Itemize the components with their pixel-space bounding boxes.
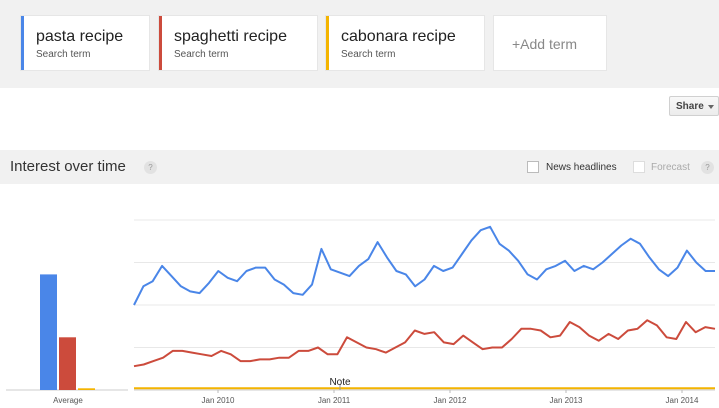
news-headlines-checkbox[interactable] — [527, 161, 539, 173]
term-subtitle: Search term — [36, 49, 91, 60]
search-term-card-spaghetti[interactable]: spaghetti recipe Search term — [158, 15, 318, 71]
help-icon[interactable]: ? — [144, 161, 157, 174]
x-tick-label: Jan 2013 — [550, 396, 583, 405]
term-color-stripe — [159, 16, 162, 70]
term-color-stripe — [21, 16, 24, 70]
search-term-card-cabonara[interactable]: cabonara recipe Search term — [325, 15, 485, 71]
term-color-stripe — [326, 16, 329, 70]
note-label: Note — [329, 377, 351, 388]
average-bar-0 — [40, 274, 57, 390]
search-term-card-pasta[interactable]: pasta recipe Search term — [20, 15, 150, 71]
section-title: Interest over time — [10, 158, 126, 175]
series-line-1 — [133, 319, 716, 368]
x-tick-label: Jan 2011 — [318, 396, 351, 405]
forecast-checkbox[interactable] — [633, 161, 645, 173]
term-subtitle: Search term — [341, 49, 396, 60]
average-bar-2 — [78, 388, 95, 390]
forecast-label[interactable]: Forecast — [651, 162, 690, 173]
forecast-help-icon[interactable]: ? — [701, 161, 714, 174]
term-title[interactable]: pasta recipe — [36, 28, 124, 45]
share-button[interactable]: Share — [669, 96, 719, 116]
x-tick-label: Jan 2012 — [434, 396, 467, 405]
search-term-band: pasta recipe Search term spaghetti recip… — [0, 0, 719, 88]
share-label: Share — [676, 101, 704, 112]
term-subtitle: Search term — [174, 49, 229, 60]
average-label: Average — [53, 396, 83, 405]
term-title[interactable]: cabonara recipe — [341, 28, 456, 45]
x-tick-label: Jan 2014 — [666, 396, 699, 405]
chevron-down-icon — [708, 105, 714, 109]
x-tick-label: Jan 2010 — [202, 396, 235, 405]
interest-over-time-header: Interest over time ? News headlines Fore… — [0, 150, 719, 184]
average-bar-1 — [59, 337, 76, 390]
term-title[interactable]: spaghetti recipe — [174, 28, 287, 45]
add-term-label: +Add term — [512, 36, 577, 52]
series-line-0 — [133, 225, 715, 306]
add-term-button[interactable]: +Add term — [493, 15, 607, 71]
news-headlines-label[interactable]: News headlines — [546, 162, 617, 173]
interest-over-time-chart: Average Note Jan 2010 Jan 2011 Jan 2012 Jan 2… — [6, 219, 716, 405]
